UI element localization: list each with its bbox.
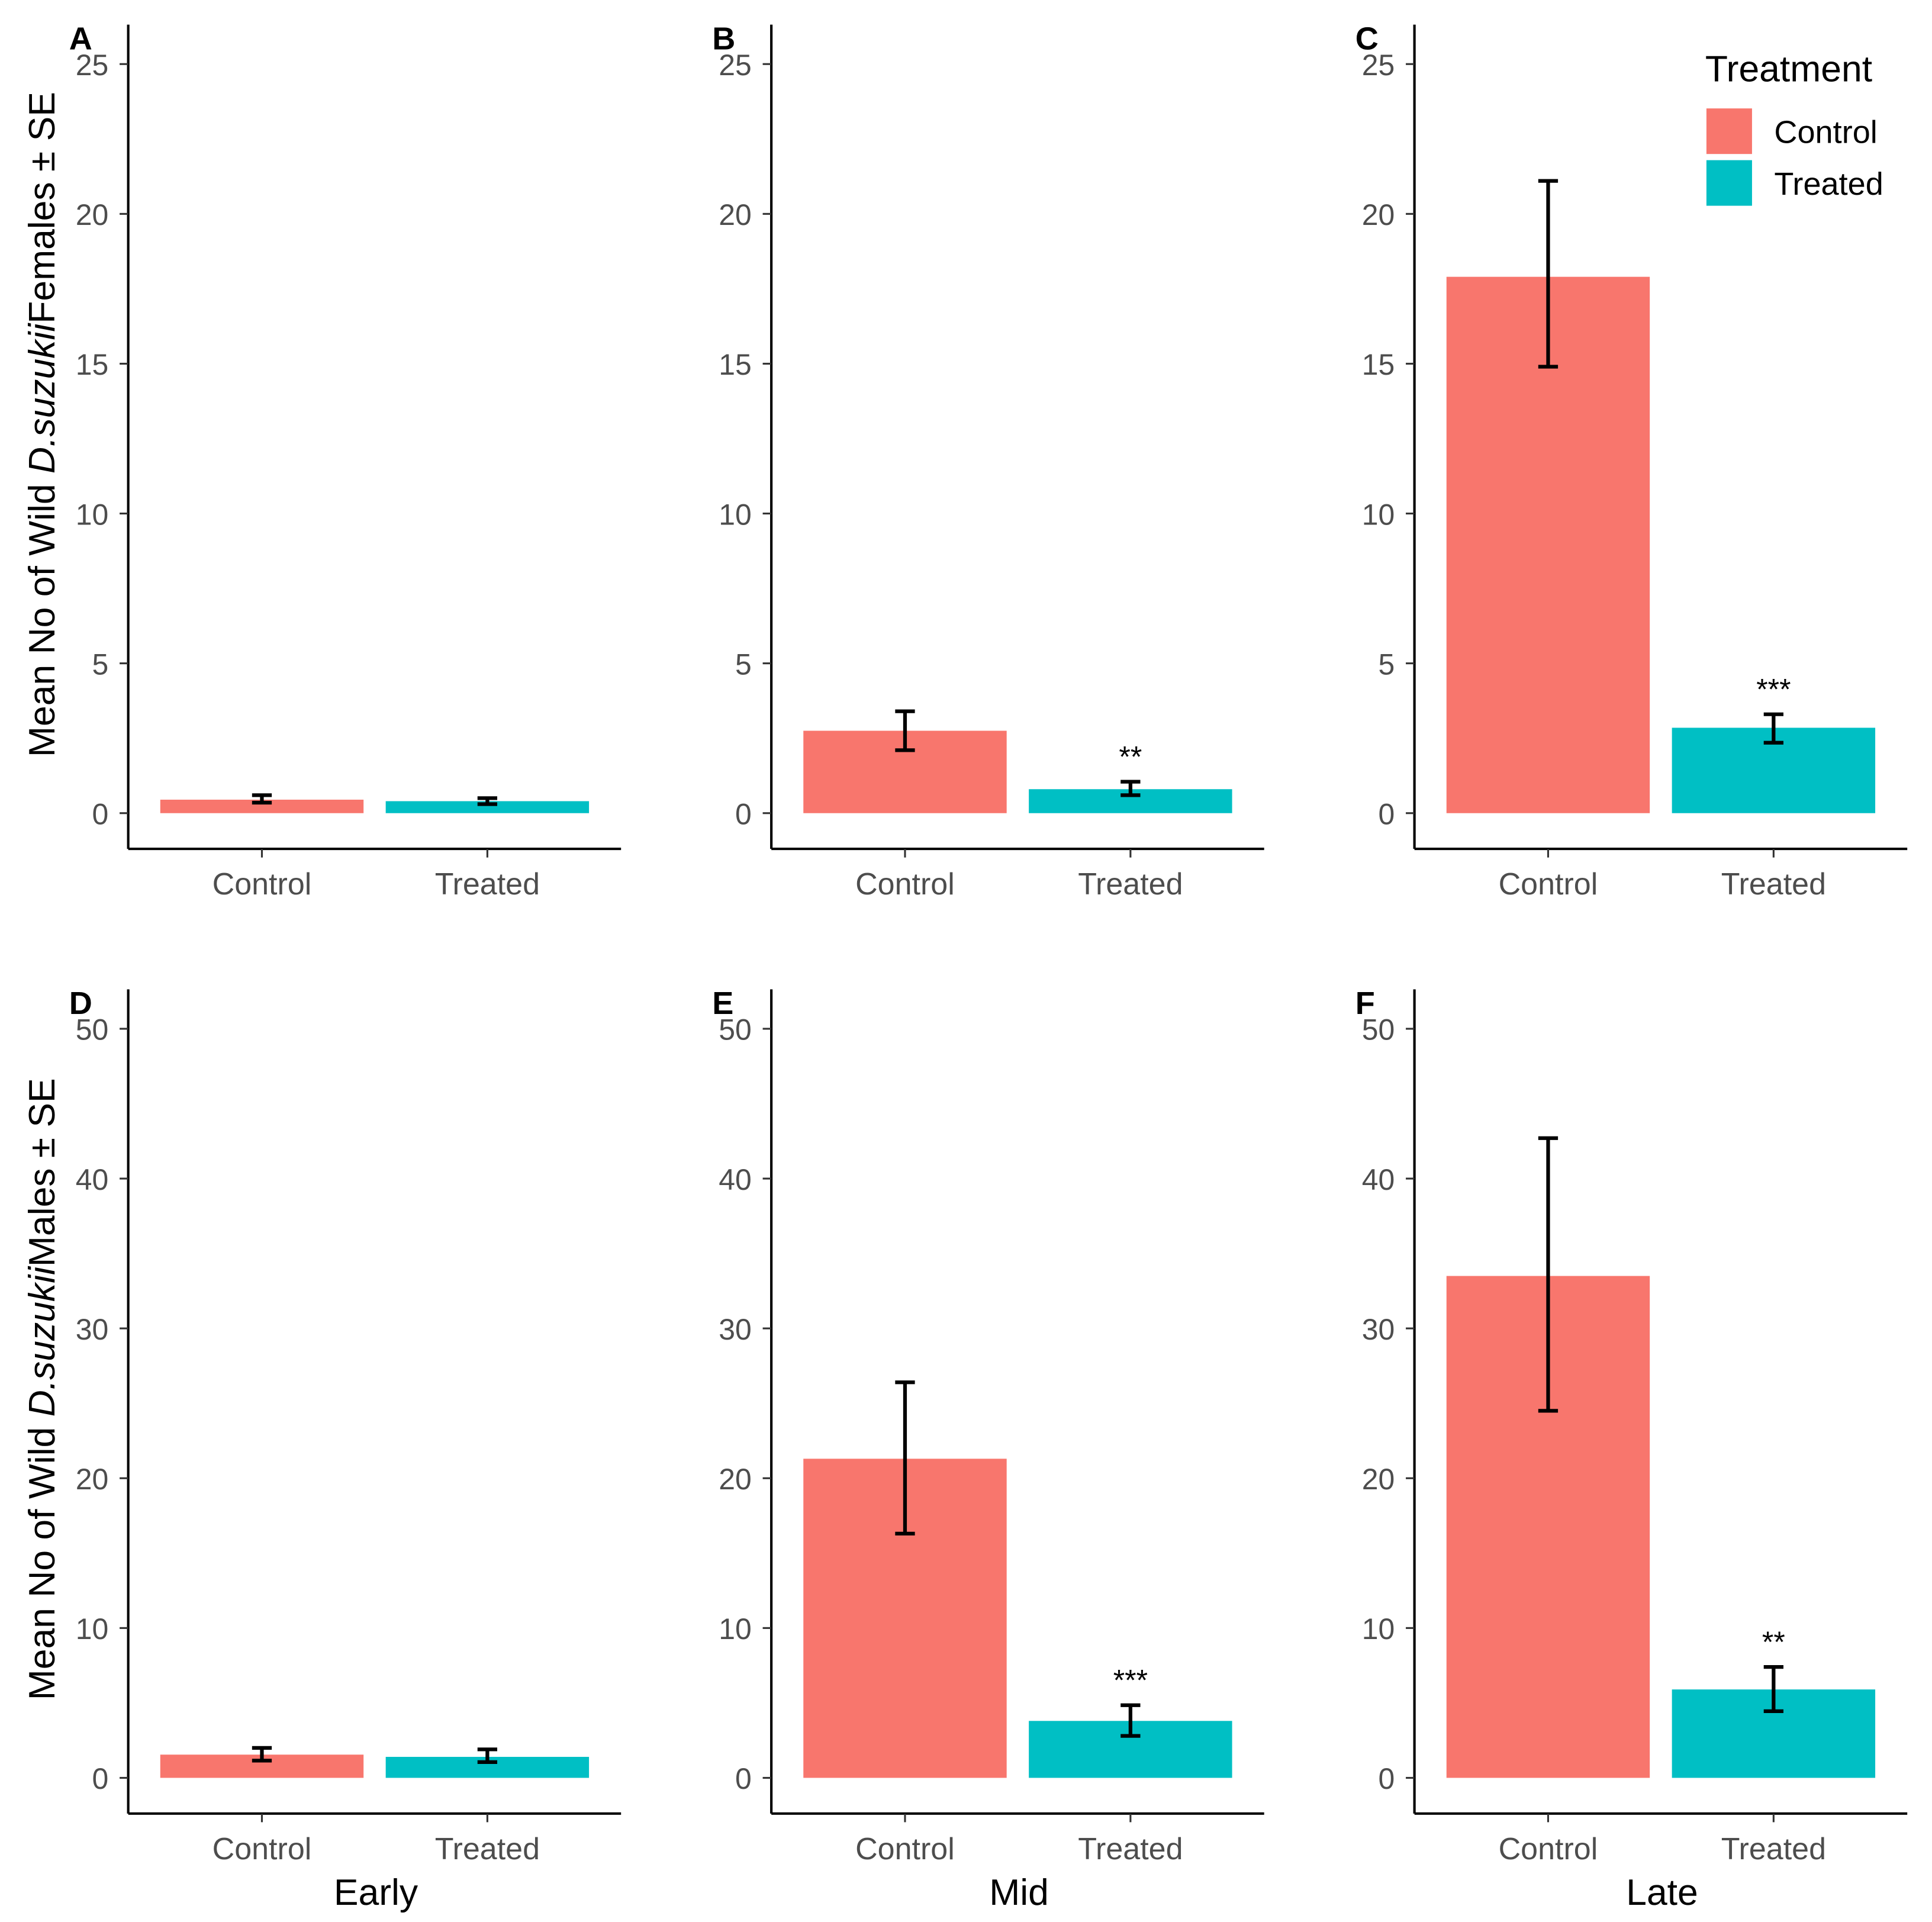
y-axis-title-suffix: Males ± SE — [21, 1078, 63, 1267]
panel-e: 0 10 20 30 40 50E Control *** Treated — [712, 986, 1264, 1866]
bar-treated — [385, 801, 590, 813]
x-tick-label: Treated — [1721, 867, 1826, 902]
legend-label: Treated — [1774, 166, 1883, 202]
x-axis-title: Late — [1626, 1872, 1698, 1913]
y-tick-label: 15 — [719, 348, 752, 381]
legend-title: Treatment — [1705, 48, 1872, 89]
y-tick-label: 30 — [76, 1313, 109, 1346]
y-axis-title-species: D.suzukii — [21, 1266, 63, 1416]
y-axis-title-prefix: Mean No of Wild — [21, 474, 63, 757]
x-tick-label: Control — [855, 867, 955, 902]
legend-swatch-control — [1706, 108, 1752, 154]
panel-letter: C — [1355, 21, 1379, 56]
y-tick-label: 5 — [735, 648, 752, 681]
y-tick-label: 40 — [76, 1163, 109, 1196]
y-tick-label: 20 — [719, 198, 752, 231]
panel-a: 0 5 10 15 20 25A Control Treated — [69, 21, 622, 902]
y-axis-title-species: D.suzukii — [21, 323, 63, 474]
panel-letter: F — [1355, 986, 1375, 1021]
panel-letter: B — [712, 21, 735, 56]
x-tick-label: Treated — [435, 1832, 540, 1866]
x-tick-label: Treated — [1078, 1832, 1183, 1866]
x-axis-title: Early — [334, 1872, 418, 1913]
y-tick-label: 0 — [92, 1762, 109, 1795]
y-axis-title-prefix: Mean No of Wild — [21, 1416, 63, 1700]
significance-label: *** — [1756, 673, 1791, 706]
legend-label: Control — [1774, 114, 1877, 150]
y-tick-label: 50 — [719, 1013, 752, 1047]
y-tick-label: 0 — [1379, 797, 1395, 830]
y-tick-label: 10 — [76, 1612, 109, 1646]
x-tick-label: Control — [212, 1832, 312, 1866]
y-tick-label: 10 — [76, 498, 109, 531]
y-tick-label: 20 — [719, 1463, 752, 1496]
y-tick-label: 15 — [1362, 348, 1395, 381]
y-tick-label: 10 — [719, 1612, 752, 1646]
y-tick-label: 40 — [719, 1163, 752, 1196]
y-tick-label: 50 — [76, 1013, 109, 1047]
x-tick-label: Treated — [1078, 867, 1183, 902]
x-tick-label: Control — [855, 1832, 955, 1866]
y-tick-label: 0 — [735, 1762, 752, 1795]
y-axis-title-suffix: Females ± SE — [21, 92, 63, 324]
significance-label: ** — [1762, 1625, 1785, 1659]
y-tick-label: 0 — [735, 797, 752, 830]
y-tick-label: 10 — [1362, 498, 1395, 531]
y-tick-label: 10 — [719, 498, 752, 531]
y-tick-label: 5 — [1379, 648, 1395, 681]
y-tick-label: 20 — [1362, 1463, 1395, 1496]
y-tick-label: 20 — [1362, 198, 1395, 231]
panel-b: 0 5 10 15 20 25B Control ** Treated — [712, 21, 1264, 902]
y-axis-title: Mean No of Wild D.suzukiiFemales ± SE — [21, 92, 63, 757]
y-tick-label: 5 — [92, 648, 109, 681]
panel-d: 0 10 20 30 40 50D Control Treated — [69, 986, 622, 1866]
significance-label: *** — [1113, 1664, 1148, 1697]
y-tick-label: 25 — [76, 49, 109, 82]
bar-control — [160, 799, 364, 813]
y-tick-label: 10 — [1362, 1612, 1395, 1646]
x-axis-title: Mid — [989, 1872, 1049, 1913]
x-tick-label: Control — [212, 867, 312, 902]
panel-letter: D — [69, 986, 92, 1021]
panel-f: 0 10 20 30 40 50F Control ** Treated — [1355, 986, 1908, 1866]
y-tick-label: 30 — [719, 1313, 752, 1346]
x-tick-label: Treated — [1721, 1832, 1826, 1866]
legend: Treatment Control Treated — [1705, 48, 1883, 206]
y-tick-label: 25 — [719, 49, 752, 82]
x-tick-label: Control — [1499, 1832, 1598, 1866]
y-tick-label: 0 — [92, 797, 109, 830]
legend-swatch-treated — [1706, 160, 1752, 206]
y-tick-label: 50 — [1362, 1013, 1395, 1047]
panel-letter: E — [712, 986, 733, 1021]
y-tick-label: 25 — [1362, 49, 1395, 82]
panel-letter: A — [69, 21, 92, 56]
y-tick-label: 20 — [76, 198, 109, 231]
x-tick-label: Control — [1499, 867, 1598, 902]
y-tick-label: 20 — [76, 1463, 109, 1496]
panel-c: 0 5 10 15 20 25C Control *** Treated — [1355, 21, 1908, 902]
significance-label: ** — [1119, 741, 1142, 774]
y-tick-label: 15 — [76, 348, 109, 381]
x-tick-label: Treated — [435, 867, 540, 902]
y-tick-label: 40 — [1362, 1163, 1395, 1196]
y-axis-title: Mean No of Wild D.suzukiiMales ± SE — [21, 1078, 63, 1700]
y-tick-label: 0 — [1379, 1762, 1395, 1795]
y-tick-label: 30 — [1362, 1313, 1395, 1346]
